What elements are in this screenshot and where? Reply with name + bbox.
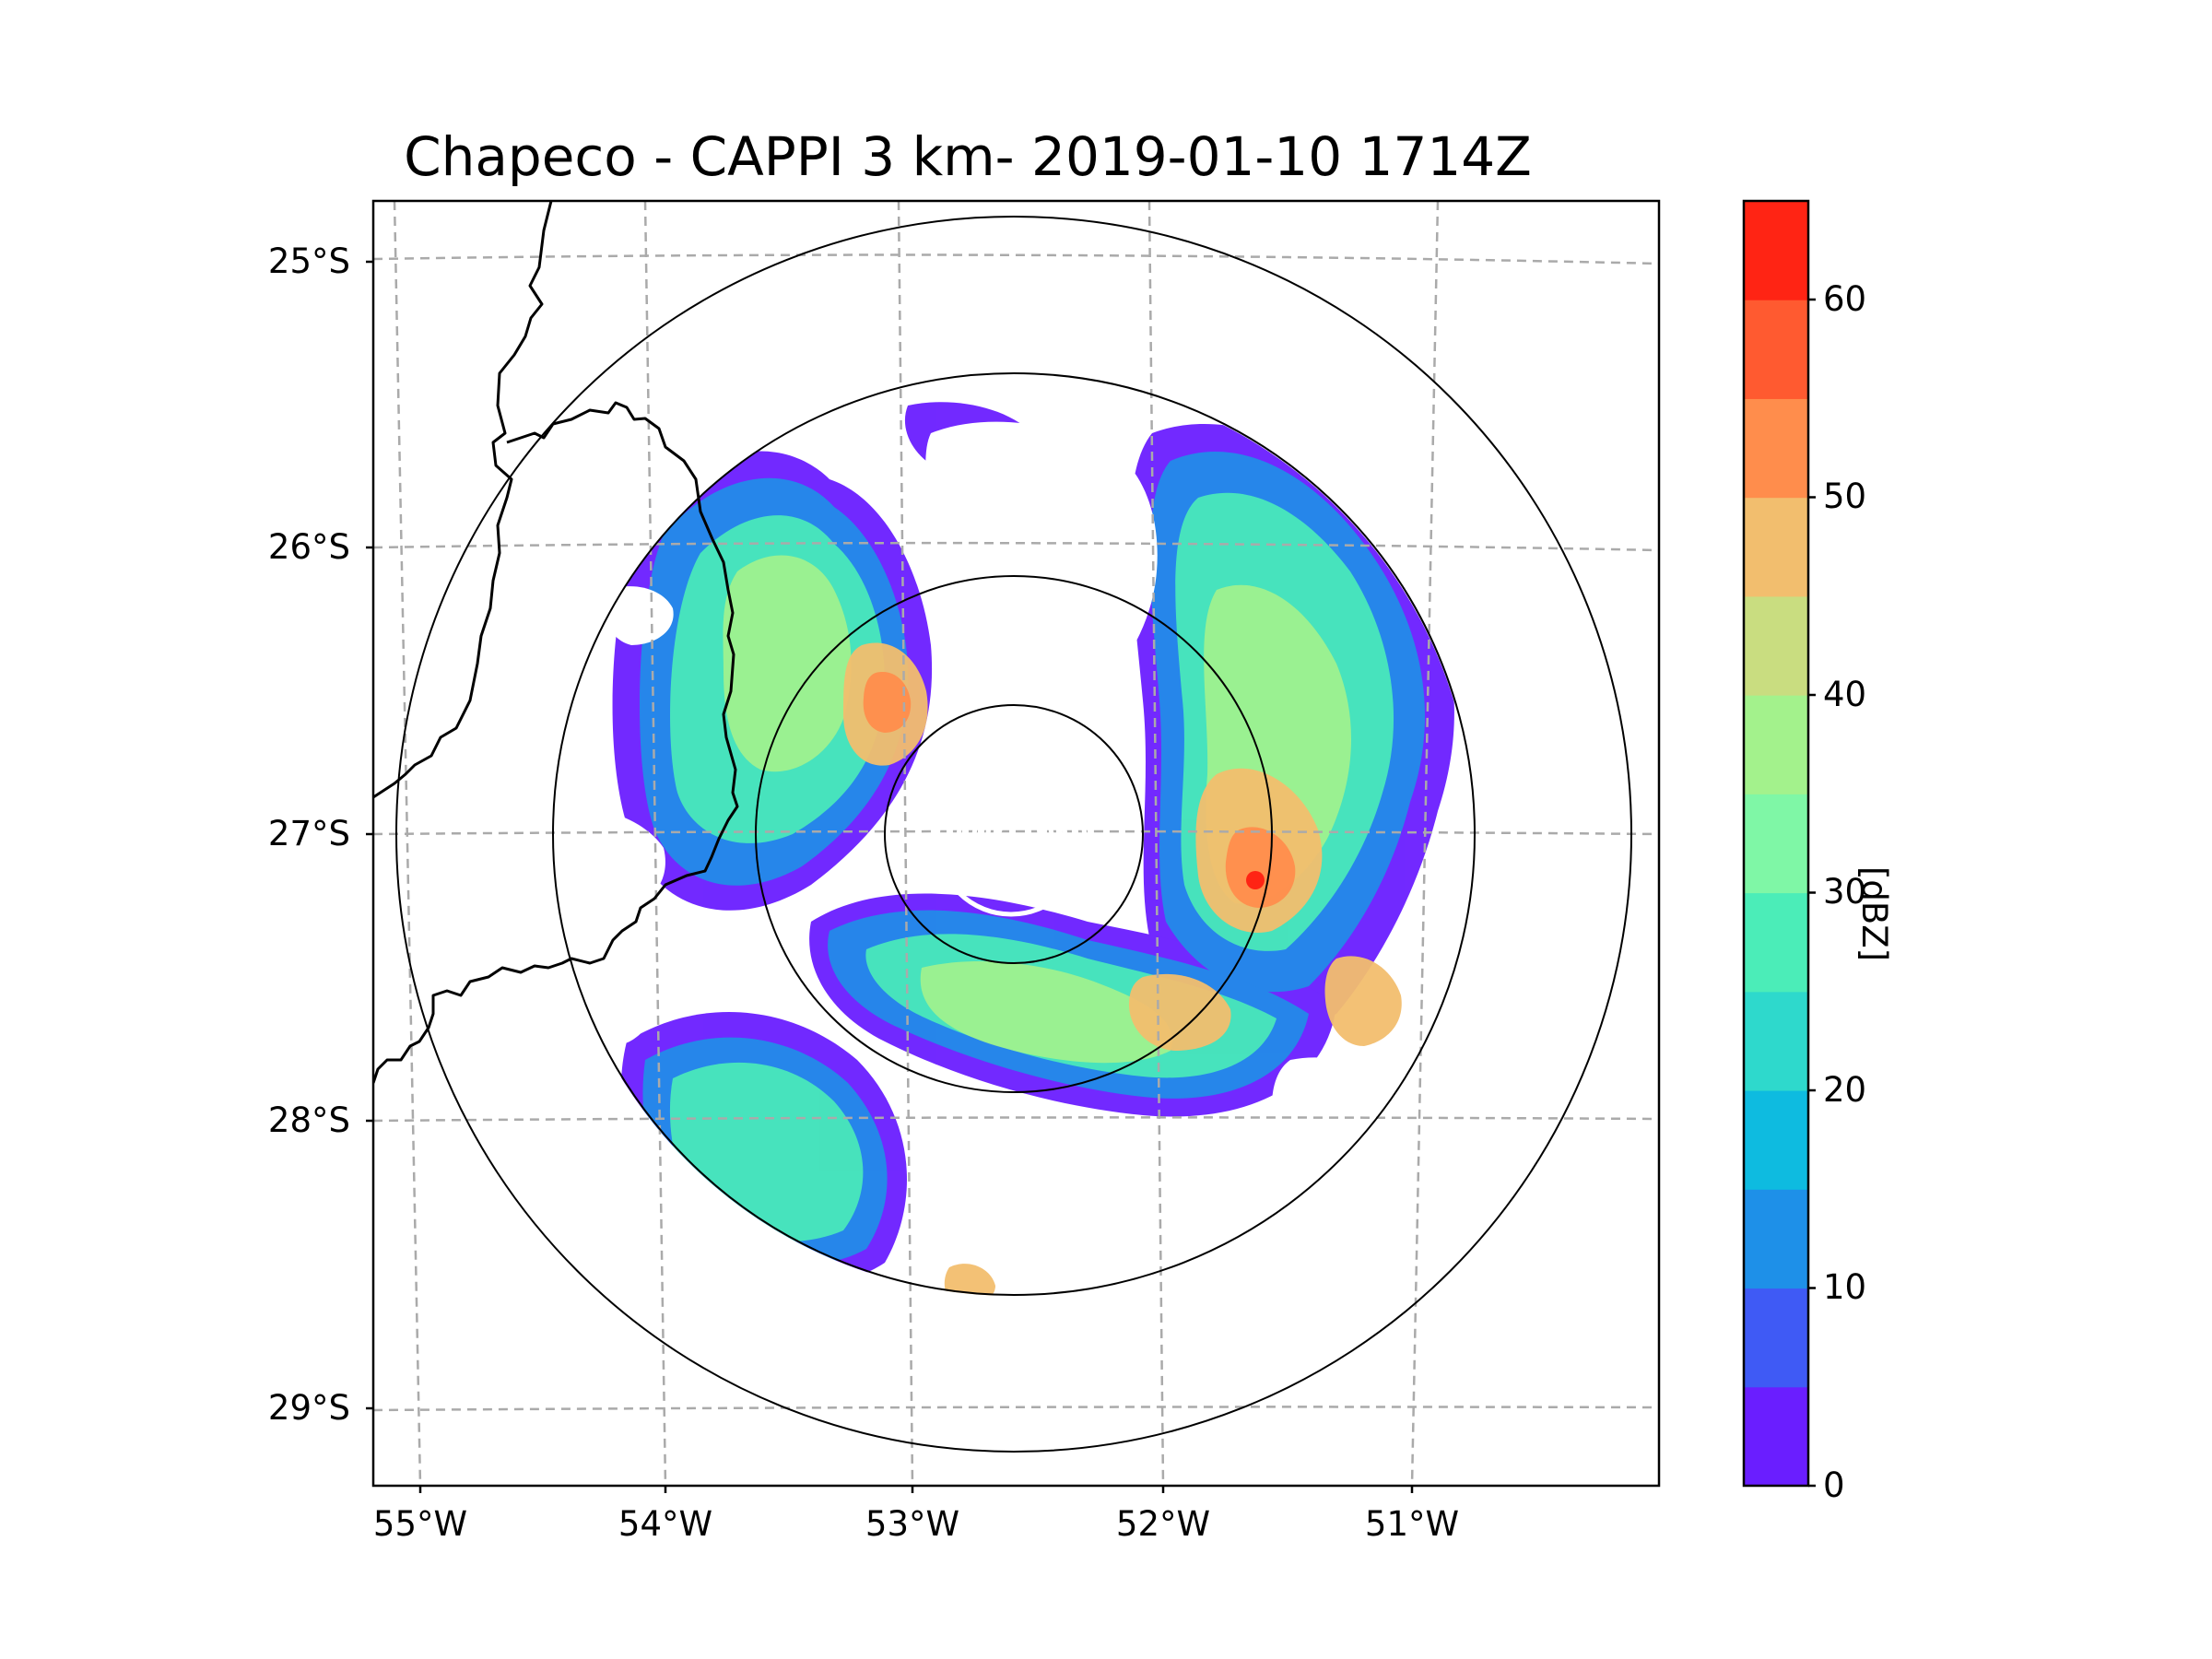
map-frame — [371, 199, 1661, 1488]
lon-label: 52°W — [1115, 1504, 1211, 1544]
colorbar-tick-label: 10 — [1823, 1267, 1867, 1307]
axis-ticks — [366, 260, 1414, 1493]
colorbar-tick-label: 20 — [1823, 1070, 1867, 1110]
political-borders — [373, 201, 739, 1084]
lon-label: 53°W — [865, 1504, 960, 1544]
range-rings — [395, 216, 1632, 1453]
map-title: Chapeco - CAPPI 3 km- 2019-01-10 1714Z — [404, 125, 1532, 188]
colorbar-bin — [1744, 300, 1808, 399]
colorbar-bin — [1744, 1386, 1808, 1487]
colorbar-bin — [1744, 595, 1808, 696]
range-ring-middle — [552, 372, 1476, 1296]
colorbar-tick-label: 0 — [1823, 1465, 1845, 1505]
lat-label: 26°S — [267, 527, 350, 567]
colorbar-bin — [1744, 1288, 1808, 1388]
colorbar-tick-label: 30 — [1823, 872, 1867, 912]
colorbar-bin — [1744, 398, 1808, 499]
colorbar-bin — [1744, 991, 1808, 1091]
colorbar-bin — [1744, 201, 1808, 300]
colorbar-ticks — [1808, 298, 1816, 1488]
colorbar-tick-label: 50 — [1823, 477, 1867, 516]
colorbar — [1744, 201, 1808, 1487]
reflectivity-field — [552, 402, 1454, 1296]
colorbar-bin — [1744, 892, 1808, 993]
colorbar-bin — [1744, 695, 1808, 794]
lat-label: 27°S — [267, 814, 350, 853]
colorbar-bin — [1744, 1189, 1808, 1289]
lon-label: 55°W — [372, 1504, 468, 1544]
colorbar-tick-label: 60 — [1823, 279, 1867, 319]
range-ring-outer — [395, 216, 1632, 1453]
colorbar-bin — [1744, 794, 1808, 894]
cone-of-silence — [935, 764, 1088, 917]
map-area — [373, 201, 1659, 1486]
lon-label: 51°W — [1364, 1504, 1460, 1544]
lon-label: 54°W — [618, 1504, 713, 1544]
colorbar-title: [dBZ] — [1854, 866, 1894, 962]
colorbar-frame — [1742, 199, 1810, 1488]
colorbar-bin — [1744, 497, 1808, 597]
lat-label: 28°S — [267, 1100, 350, 1140]
colorbar-bin — [1744, 1090, 1808, 1190]
range-ring-inner — [755, 575, 1273, 1093]
range-ring-innermost — [884, 704, 1144, 964]
colorbar-tick-label: 40 — [1823, 675, 1867, 714]
lat-label: 29°S — [267, 1388, 350, 1428]
lat-label: 25°S — [267, 241, 350, 281]
